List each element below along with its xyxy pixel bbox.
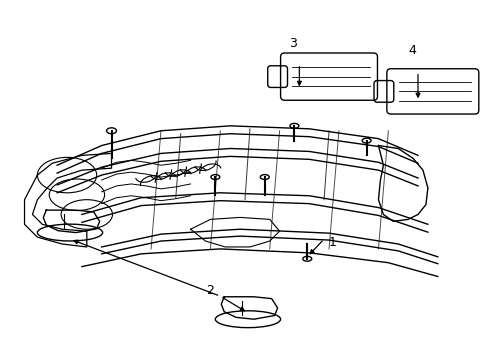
Text: 2: 2 [206,284,214,297]
Text: 3: 3 [289,37,297,50]
Text: 4: 4 [407,44,415,57]
Text: 1: 1 [328,236,336,249]
